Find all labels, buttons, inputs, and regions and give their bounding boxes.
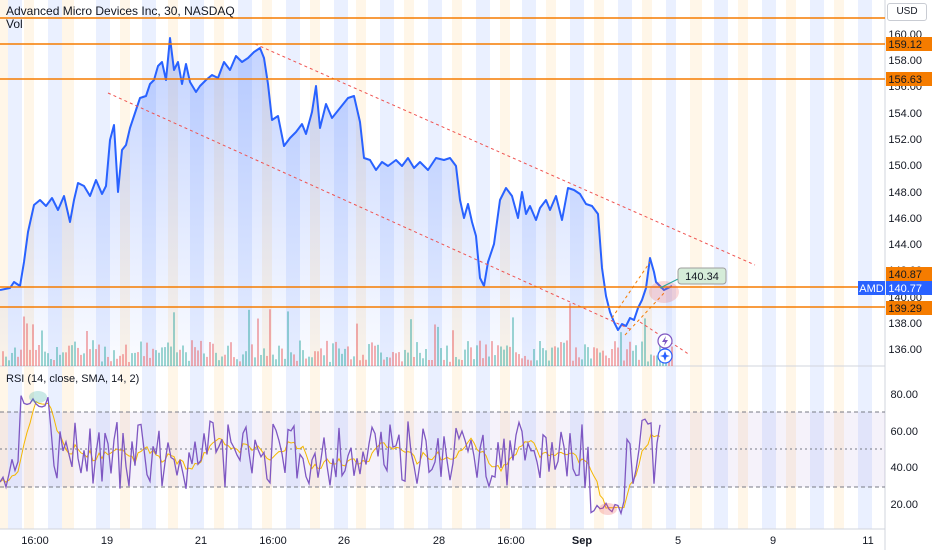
time-tick: Sep [572,535,592,547]
symbol-tag: AMD [858,281,885,295]
price-tick: 136.00 [888,344,922,356]
price-callout[interactable]: 140.34 [659,267,727,289]
rsi-label[interactable]: RSI (14, close, SMA, 14, 2) [6,373,140,385]
price-tick: 150.00 [888,160,922,172]
time-tick: 28 [433,535,445,547]
time-tick: 19 [101,535,113,547]
chart-title[interactable]: Advanced Micro Devices Inc, 30, NASDAQ [6,4,235,18]
projection-line[interactable] [639,321,691,356]
time-axis[interactable]: 16:00 19 21 16:00 26 28 16:00 Sep 5 9 11 [21,535,873,547]
rsi-line[interactable] [0,395,661,516]
time-tick: 26 [338,535,350,547]
volume-label[interactable]: Vol [6,17,23,31]
rsi-tick: 80.00 [890,389,918,401]
time-tick: 21 [195,535,207,547]
price-tag-156: 156.63 [886,72,932,86]
current-price-tag: 140.77 [886,281,932,295]
lightning-icon[interactable] [657,333,673,349]
rsi-tick: 40.00 [890,462,918,474]
price-tick: 138.00 [888,318,922,330]
star-icon[interactable] [657,348,673,364]
price-tick: 144.00 [888,239,922,251]
time-tick: 5 [675,535,681,547]
time-tick: 9 [770,535,776,547]
rsi-ma-line[interactable] [0,400,661,509]
time-tick: 16:00 [259,535,287,547]
time-tick: 16:00 [497,535,525,547]
price-tick: 158.00 [888,55,922,67]
rsi-overbought-marker [29,391,47,403]
callout-value: 140.34 [685,271,719,283]
price-tick: 154.00 [888,108,922,120]
trend-line-upper[interactable] [254,43,756,266]
highlight-marker [649,281,679,303]
rsi-oversold-marker [599,503,617,515]
currency-button[interactable]: USD [887,3,927,21]
svg-text:AMD: AMD [859,283,884,295]
svg-text:156.63: 156.63 [888,74,922,86]
price-tick: 148.00 [888,187,922,199]
rsi-tick: 20.00 [890,499,918,511]
svg-text:140.77: 140.77 [888,283,922,295]
mini-channel-upper[interactable] [611,261,651,319]
price-area-fill [0,38,672,366]
rsi-axis[interactable]: 80.00 60.00 40.00 20.00 [890,389,918,511]
price-tag-140-87: 140.87 [886,267,932,281]
time-tick: 16:00 [21,535,49,547]
price-tick: 152.00 [888,134,922,146]
svg-text:139.29: 139.29 [888,303,922,315]
svg-text:140.87: 140.87 [888,269,922,281]
price-line[interactable] [0,37,673,331]
svg-text:159.12: 159.12 [888,39,922,51]
time-tick: 11 [862,535,873,547]
price-tick: 146.00 [888,213,922,225]
price-tag-159: 159.12 [886,37,932,51]
price-tag-139: 139.29 [886,301,932,315]
mini-channel-lower[interactable] [624,291,666,336]
rsi-tick: 60.00 [890,426,918,438]
